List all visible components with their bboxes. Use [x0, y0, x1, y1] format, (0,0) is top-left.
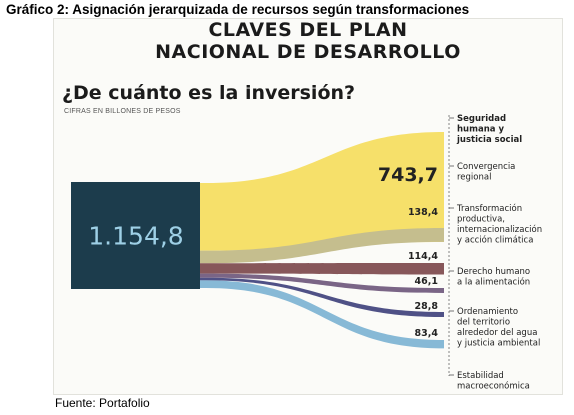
chart-units: CIFRAS EN BILLONES DE PESOS	[64, 108, 181, 115]
sankey-value-label-5: 28,8	[415, 301, 439, 312]
sankey-category-label-6-line-1: Estabilidad	[457, 371, 504, 381]
sankey-category-label-3-line-4: y acción climática	[457, 235, 533, 246]
sankey-category-label-1-line-3: justicia social	[456, 135, 522, 145]
sankey-flow-4	[199, 273, 444, 293]
sankey-category-label-1-line-1: Seguridad	[457, 114, 506, 124]
sankey-flow-5	[199, 277, 444, 317]
sankey-flow-6	[199, 280, 444, 349]
sankey-category-label-3-line-3: internacionalización	[457, 224, 542, 235]
sankey-chart: 1.154,8 743,7 138,4 114,4 46,1 28,8 83,4 Seguri…	[71, 114, 542, 392]
chart-subtitle: ¿De cuánto es la inversión?	[62, 82, 356, 104]
sankey-flow-3	[199, 263, 444, 275]
infographic-panel: CLAVES DEL PLAN NACIONAL DE DESARROLLO ¿…	[53, 18, 563, 395]
figure-caption: Gráfico 2: Asignación jerarquizada de re…	[6, 2, 470, 17]
sankey-category-label-2-line-2: regional	[457, 173, 491, 183]
sankey-category-label-2-line-1: Convergencia	[457, 162, 515, 172]
sankey-value-label-4: 46,1	[415, 276, 438, 287]
sankey-category-label-4-line-2: a la alimentación	[457, 277, 530, 288]
sankey-value-label-2: 138,4	[408, 207, 438, 218]
figure-source: Fuente: Portafolio	[55, 396, 150, 410]
sankey-category-label-5-line-1: Ordenamiento	[457, 307, 518, 317]
chart-title-line2: NACIONAL DE DESARROLLO	[155, 41, 461, 63]
sankey-category-label-5-line-2: del territorio	[457, 318, 510, 328]
sankey-category-label-4-line-1: Derecho humano	[457, 267, 530, 277]
sankey-category-label-5-line-3: alrededor del agua	[457, 328, 537, 338]
sankey-value-label-6: 83,4	[415, 328, 439, 339]
sankey-source-node	[71, 182, 200, 289]
sankey-value-label-3: 114,4	[408, 251, 438, 262]
sankey-category-label-5-line-4: y justicia ambiental	[457, 339, 540, 349]
sankey-category-label-3-line-2: productiva,	[457, 215, 505, 225]
sankey-flow-1	[199, 132, 444, 251]
sankey-value-label-1: 743,7	[378, 164, 438, 186]
chart-title-line1: CLAVES DEL PLAN	[208, 19, 408, 41]
sankey-category-label-6-line-2: macroeconómica	[457, 381, 530, 392]
sankey-category-label-3-line-1: Transformación	[456, 203, 522, 214]
sankey-flow-2	[199, 228, 444, 264]
sankey-total-label: 1.154,8	[88, 222, 183, 251]
sankey-category-label-1-line-2: humana y	[457, 125, 504, 135]
